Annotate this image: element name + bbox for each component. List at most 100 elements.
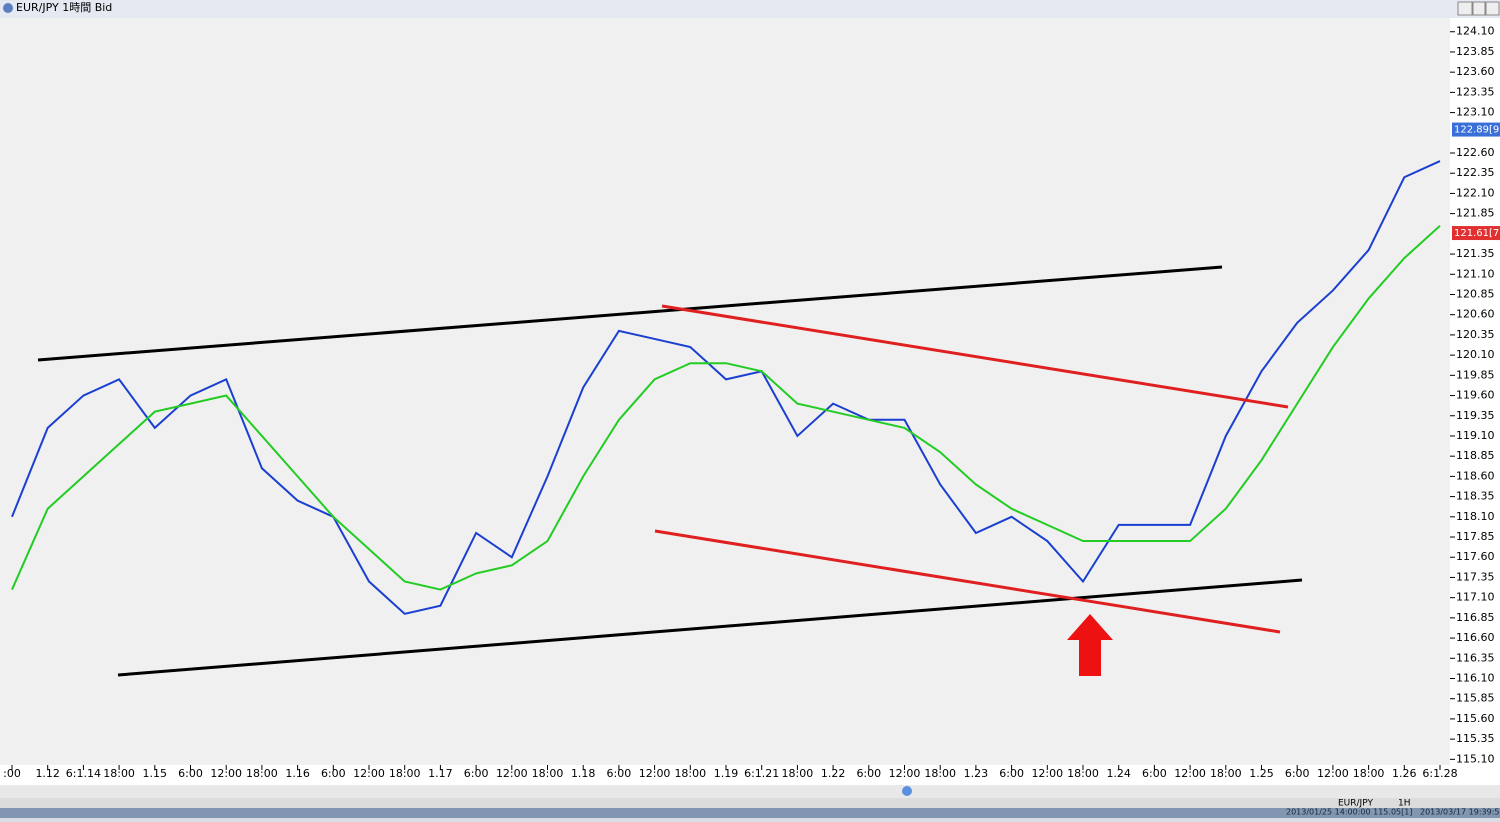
x-tick-label: 6:00 — [178, 767, 203, 780]
price-tag — [1452, 226, 1500, 241]
x-tick-label: 1.17 — [428, 767, 453, 780]
x-tick-label: 6:00 — [321, 767, 346, 780]
y-tick-label: 121.85 — [1456, 207, 1495, 220]
x-tick-label: 12:00 — [353, 767, 385, 780]
y-tick-label: 119.35 — [1456, 409, 1495, 422]
x-tick-label: :00 — [3, 767, 21, 780]
y-tick-label: 115.35 — [1456, 732, 1495, 745]
taskbar — [0, 808, 1500, 818]
x-tick-label: 6:1.14 — [66, 767, 101, 780]
scrollbar[interactable] — [0, 785, 1500, 798]
window-icon — [3, 3, 13, 13]
y-tick-label: 115.60 — [1456, 712, 1495, 725]
title-bar — [0, 0, 1500, 18]
x-tick-label: 18:00 — [389, 767, 421, 780]
x-tick-label: 6:00 — [999, 767, 1024, 780]
y-tick-label: 115.85 — [1456, 692, 1495, 705]
y-tick-label: 123.60 — [1456, 65, 1495, 78]
y-tick-label: 124.10 — [1456, 25, 1495, 38]
y-tick-label: 120.10 — [1456, 348, 1495, 361]
y-tick-label: 116.60 — [1456, 631, 1495, 644]
y-tick-label: 120.60 — [1456, 308, 1495, 321]
time-axis — [0, 765, 1500, 785]
x-tick-label: 1.12 — [35, 767, 60, 780]
y-tick-label: 122.35 — [1456, 166, 1495, 179]
x-tick-label: 12:00 — [1031, 767, 1063, 780]
y-tick-label: 118.60 — [1456, 469, 1495, 482]
y-tick-label: 116.85 — [1456, 611, 1495, 624]
x-tick-label: 18:00 — [1353, 767, 1385, 780]
price-line — [11, 225, 1441, 591]
y-tick-label: 118.35 — [1456, 490, 1495, 503]
y-tick-label: 115.10 — [1456, 752, 1495, 765]
x-tick-label: 12:00 — [1317, 767, 1349, 780]
y-tick-label: 123.10 — [1456, 106, 1495, 119]
x-tick-label: 1.19 — [714, 767, 739, 780]
x-tick-label: 18:00 — [103, 767, 135, 780]
x-tick-label: 18:00 — [1067, 767, 1099, 780]
y-tick-label: 122.10 — [1456, 186, 1495, 199]
y-tick-label: 122.60 — [1456, 146, 1495, 159]
x-tick-label: 1.26 — [1392, 767, 1417, 780]
signal-arrow — [1067, 614, 1113, 676]
x-tick-label: 6:00 — [607, 767, 632, 780]
y-tick-label: 116.35 — [1456, 651, 1495, 664]
y-tick-label: 117.85 — [1456, 530, 1495, 543]
x-tick-label: 1.18 — [571, 767, 596, 780]
x-tick-label: 18:00 — [674, 767, 706, 780]
x-tick-label: 12:00 — [496, 767, 528, 780]
channel-line — [654, 529, 1281, 634]
y-tick-label: 123.85 — [1456, 45, 1495, 58]
maximize-button[interactable] — [1472, 1, 1486, 16]
x-tick-label: 12:00 — [210, 767, 242, 780]
y-tick-label: 121.35 — [1456, 247, 1495, 260]
x-tick-label: 1.23 — [964, 767, 989, 780]
y-tick-label: 119.85 — [1456, 368, 1495, 381]
scroll-thumb[interactable] — [902, 786, 912, 796]
y-tick-label: 118.85 — [1456, 449, 1495, 462]
x-tick-label: 18:00 — [924, 767, 956, 780]
price-axis — [1450, 18, 1500, 765]
toolbar-symbol[interactable]: EUR/JPY — [1338, 799, 1373, 809]
y-tick-label: 117.35 — [1456, 570, 1495, 583]
y-tick-label: 116.10 — [1456, 671, 1495, 684]
x-tick-label: 18:00 — [246, 767, 278, 780]
y-tick-label: 123.35 — [1456, 85, 1495, 98]
y-tick-label: 119.10 — [1456, 429, 1495, 442]
price-tag — [1452, 122, 1500, 137]
x-tick-label: 1.16 — [285, 767, 310, 780]
x-tick-label: 12:00 — [1174, 767, 1206, 780]
x-tick-label: 18:00 — [532, 767, 564, 780]
x-tick-label: 1.22 — [821, 767, 846, 780]
x-tick-label: 6:00 — [1285, 767, 1310, 780]
y-tick-label: 117.60 — [1456, 550, 1495, 563]
x-tick-label: 12:00 — [889, 767, 921, 780]
x-tick-label: 18:00 — [1210, 767, 1242, 780]
toolbar-period[interactable]: 1H — [1398, 799, 1411, 809]
price-tag-label: 121.61[7 — [1454, 228, 1499, 239]
price-line — [11, 160, 1441, 615]
y-tick-label: 117.10 — [1456, 591, 1495, 604]
minimize-button[interactable] — [1457, 1, 1473, 16]
channel-line — [661, 304, 1289, 409]
y-tick-label: 120.35 — [1456, 328, 1495, 341]
y-tick-label: 119.60 — [1456, 389, 1495, 402]
x-tick-label: 6:00 — [464, 767, 489, 780]
trend-line — [117, 578, 1303, 677]
y-tick-label: 121.10 — [1456, 267, 1495, 280]
x-tick-label: 1.25 — [1249, 767, 1274, 780]
x-tick-label: 18:00 — [782, 767, 814, 780]
x-tick-label: 12:00 — [639, 767, 671, 780]
x-tick-label: 6:00 — [856, 767, 881, 780]
x-tick-label: 6:1.28 — [1422, 767, 1457, 780]
x-tick-label: 6:1.21 — [744, 767, 779, 780]
window-title: EUR/JPY 1時間 Bid — [16, 1, 112, 14]
y-tick-label: 118.10 — [1456, 510, 1495, 523]
plot-area — [0, 18, 1450, 765]
status-bar — [0, 798, 1500, 808]
close-button[interactable] — [1485, 1, 1500, 16]
x-tick-label: 1.24 — [1106, 767, 1131, 780]
y-tick-label: 120.85 — [1456, 287, 1495, 300]
